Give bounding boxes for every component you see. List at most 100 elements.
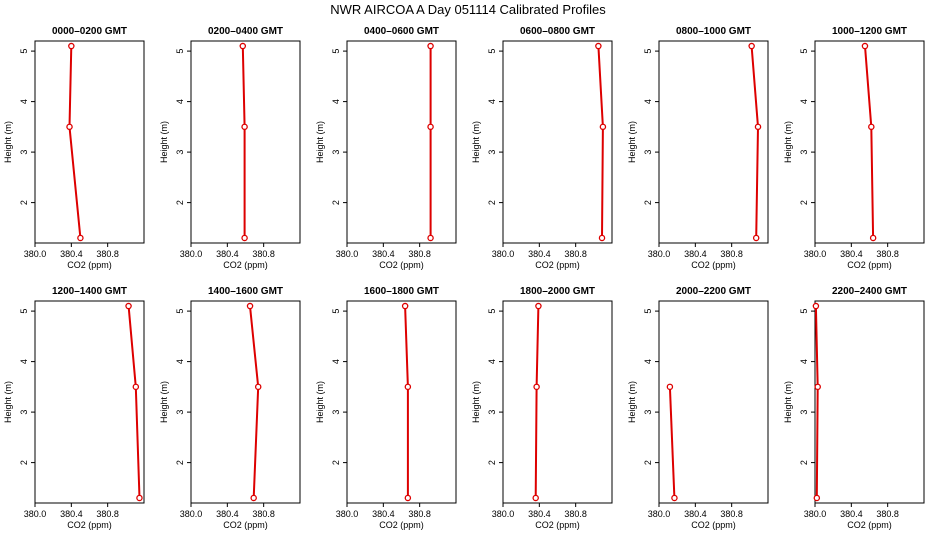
x-tick-label: 380.8 xyxy=(564,249,587,259)
x-tick-label: 380.0 xyxy=(804,249,827,259)
y-axis-label: Height (m) xyxy=(159,381,169,423)
y-axis-label: Height (m) xyxy=(783,121,793,163)
data-point xyxy=(125,302,132,310)
data-point xyxy=(752,234,760,242)
profile-line xyxy=(404,306,409,498)
x-tick-label: 380.8 xyxy=(564,509,587,519)
x-tick-label: 380.4 xyxy=(528,249,551,259)
y-tick-label: 3 xyxy=(487,150,497,155)
data-point xyxy=(868,123,875,131)
data-point xyxy=(254,383,262,391)
y-tick-label: 2 xyxy=(19,200,29,205)
data-point xyxy=(246,302,254,310)
x-tick-label: 380.8 xyxy=(720,249,743,259)
data-point xyxy=(814,383,821,391)
data-point xyxy=(748,42,755,50)
y-tick-label: 2 xyxy=(487,200,497,205)
data-point xyxy=(68,42,75,50)
data-point xyxy=(239,42,247,50)
y-tick-label: 2 xyxy=(643,200,653,205)
y-axis-label: Height (m) xyxy=(315,381,325,423)
x-tick-label: 380.8 xyxy=(408,509,431,519)
data-point xyxy=(241,234,248,242)
chart-title: 0600–0800 GMT xyxy=(520,26,595,37)
x-tick-label: 380.8 xyxy=(408,249,431,259)
y-tick-label: 3 xyxy=(487,410,497,415)
data-point xyxy=(598,234,606,242)
plot-frame xyxy=(502,40,613,244)
y-tick-label: 5 xyxy=(19,49,29,54)
x-tick-label: 380.4 xyxy=(528,509,551,519)
profile-line xyxy=(68,46,82,238)
y-tick-label: 4 xyxy=(175,99,185,104)
y-tick-label: 4 xyxy=(799,99,809,104)
y-tick-label: 4 xyxy=(175,359,185,364)
chart-title: 1000–1200 GMT xyxy=(832,26,907,37)
x-tick-label: 380.4 xyxy=(60,249,83,259)
plot-frame xyxy=(346,40,457,244)
x-axis-label: CO2 (ppm) xyxy=(535,520,580,530)
y-tick-label: 3 xyxy=(331,150,341,155)
x-tick-label: 380.4 xyxy=(684,249,707,259)
data-point xyxy=(404,494,412,502)
y-tick-label: 3 xyxy=(643,150,653,155)
plot-frame xyxy=(814,300,925,504)
data-point xyxy=(427,123,434,131)
x-tick-label: 380.8 xyxy=(876,249,899,259)
plot-frame xyxy=(34,300,145,504)
profile-line xyxy=(241,46,246,238)
x-tick-label: 380.0 xyxy=(180,509,203,519)
y-tick-label: 5 xyxy=(19,309,29,314)
y-tick-label: 2 xyxy=(799,460,809,465)
profile-line xyxy=(597,46,604,238)
plot-frame xyxy=(34,40,145,244)
x-tick-label: 380.0 xyxy=(492,509,515,519)
y-tick-label: 4 xyxy=(487,99,497,104)
x-tick-label: 380.4 xyxy=(684,509,707,519)
data-point xyxy=(241,123,248,131)
chart-title: 1600–1800 GMT xyxy=(364,286,439,297)
x-tick-label: 380.4 xyxy=(216,249,239,259)
x-axis-label: CO2 (ppm) xyxy=(223,520,268,530)
chart-title: 1200–1400 GMT xyxy=(52,286,127,297)
x-tick-label: 380.8 xyxy=(96,249,119,259)
x-tick-label: 380.4 xyxy=(372,509,395,519)
profile-line xyxy=(534,306,540,498)
y-axis-label: Height (m) xyxy=(783,381,793,423)
y-tick-label: 3 xyxy=(19,410,29,415)
plot-frame xyxy=(658,40,769,244)
x-tick-label: 380.4 xyxy=(840,509,863,519)
y-tick-label: 4 xyxy=(799,359,809,364)
y-tick-label: 2 xyxy=(175,460,185,465)
y-tick-label: 4 xyxy=(643,359,653,364)
y-tick-label: 5 xyxy=(487,49,497,54)
chart-title: 2200–2400 GMT xyxy=(832,286,907,297)
y-tick-label: 3 xyxy=(19,150,29,155)
data-point xyxy=(533,383,540,391)
data-point xyxy=(599,123,607,131)
x-tick-label: 380.0 xyxy=(336,249,359,259)
data-point xyxy=(77,234,84,242)
x-tick-label: 380.0 xyxy=(492,249,515,259)
profile-line xyxy=(864,46,875,238)
x-axis-label: CO2 (ppm) xyxy=(67,520,112,530)
y-tick-label: 5 xyxy=(175,49,185,54)
y-tick-label: 5 xyxy=(175,309,185,314)
x-axis-label: CO2 (ppm) xyxy=(691,260,736,270)
y-axis-label: Height (m) xyxy=(315,121,325,163)
data-point xyxy=(427,234,434,242)
data-point xyxy=(754,123,762,131)
page-title: NWR AIRCOA A Day 051114 Calibrated Profi… xyxy=(330,2,606,17)
data-point xyxy=(132,383,140,391)
y-tick-label: 3 xyxy=(331,410,341,415)
x-tick-label: 380.0 xyxy=(804,509,827,519)
y-tick-label: 4 xyxy=(19,359,29,364)
x-axis-label: CO2 (ppm) xyxy=(379,260,424,270)
y-axis-label: Height (m) xyxy=(3,121,13,163)
y-tick-label: 5 xyxy=(799,49,809,54)
data-point xyxy=(250,494,257,502)
